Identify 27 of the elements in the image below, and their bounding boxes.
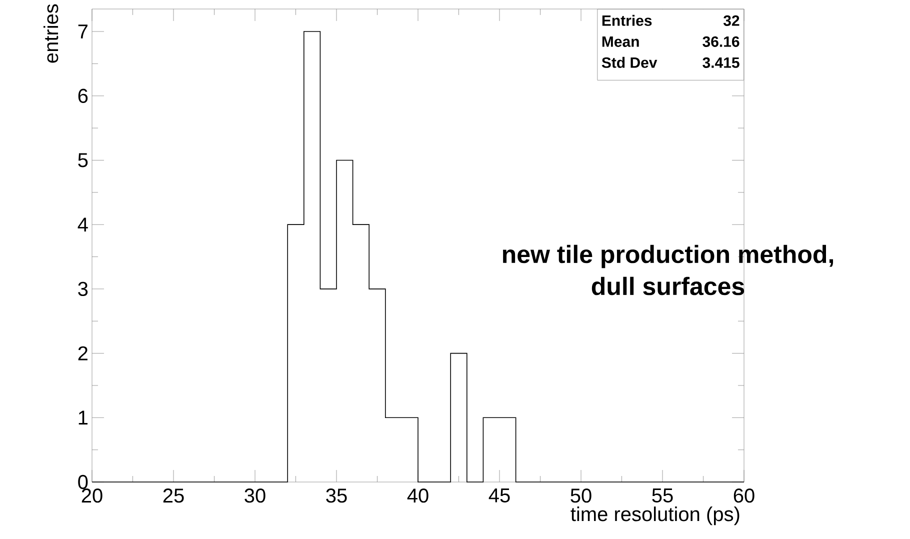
x-tick-label: 20 — [82, 488, 102, 503]
annotation: Entries — [602, 14, 652, 26]
x-tick-label: 35 — [326, 488, 347, 503]
y-tick-label: 0 — [78, 474, 88, 490]
annotation: dull surfaces — [592, 276, 744, 296]
x-tick-label: 55 — [652, 488, 673, 502]
y-tick-label: 5 — [78, 153, 88, 168]
y-tick-label: 4 — [78, 218, 88, 232]
x-tick-label: 50 — [570, 488, 592, 503]
y-tick-label: 1 — [78, 410, 88, 425]
y-tick-label: 7 — [78, 24, 88, 38]
annotation: 32 — [723, 15, 740, 26]
x-tick-label: 30 — [244, 488, 266, 503]
y-tick-label: 2 — [78, 346, 88, 360]
annotation: 36.16 — [702, 36, 740, 47]
annotation: Std Dev — [602, 56, 658, 68]
x-tick-label: 25 — [163, 488, 184, 503]
x-tick-label: 40 — [407, 488, 428, 503]
annotation: Mean — [602, 36, 639, 47]
y-tick-label: 3 — [78, 282, 88, 296]
annotation: 3.415 — [702, 57, 740, 68]
x-tick-label: 60 — [734, 488, 754, 503]
y-axis-title: entries — [44, 4, 58, 63]
x-tick-label: 45 — [488, 488, 510, 502]
annotation: new tile production method, — [502, 244, 834, 268]
x-axis-title: time resolution (ps) — [570, 506, 740, 526]
y-tick-label: 6 — [78, 88, 88, 103]
